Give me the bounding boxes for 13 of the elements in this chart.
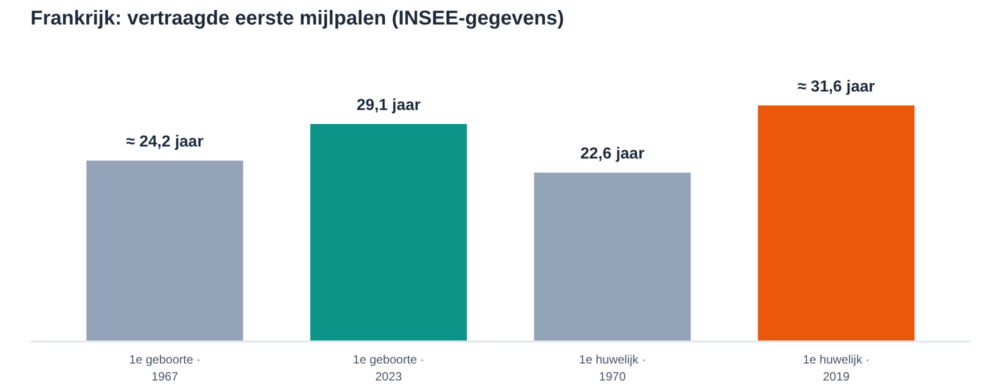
bar bbox=[86, 160, 244, 342]
bar bbox=[534, 172, 691, 342]
x-tick-label: 1e geboorte · 1967 bbox=[129, 352, 200, 384]
chart-title: Frankrijk: vertraagde eerste mijlpalen (INSEE-gegevens) bbox=[30, 8, 564, 30]
data-label: 22,6 jaar bbox=[580, 146, 644, 163]
x-tick-label: 1e huwelijk · 1970 bbox=[579, 352, 646, 384]
x-tick-label: 1e geboorte · 2023 bbox=[352, 352, 424, 384]
data-label: ≈ 31,6 jaar bbox=[798, 78, 875, 96]
data-label: ≈ 24,2 jaar bbox=[126, 134, 204, 151]
x-tick-label: 1e huwelijk · 2019 bbox=[802, 352, 870, 384]
data-label: 29,1 jaar bbox=[356, 97, 421, 114]
bar bbox=[310, 124, 467, 342]
bar bbox=[758, 105, 915, 342]
